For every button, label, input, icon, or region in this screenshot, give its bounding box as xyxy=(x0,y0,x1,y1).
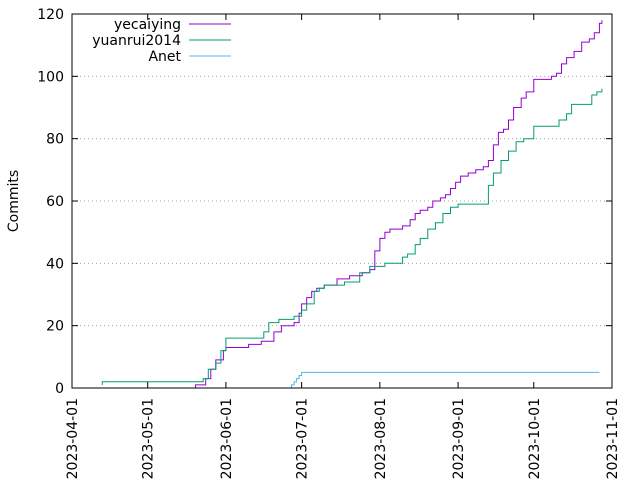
x-tick-label: 2023-10-01 xyxy=(527,398,543,479)
series-line-yuanrui2014 xyxy=(101,88,603,385)
x-tick-label: 2023-11-01 xyxy=(605,398,621,479)
legend-label: yecaiying xyxy=(114,17,181,33)
x-tick-label: 2023-09-01 xyxy=(451,398,467,479)
x-tick-label: 2023-04-01 xyxy=(65,398,81,479)
x-tick-label: 2023-08-01 xyxy=(373,398,389,479)
y-tick-label: 80 xyxy=(46,132,64,148)
legend-label: yuanrui2014 xyxy=(92,33,181,49)
legend-label: Anet xyxy=(148,49,181,65)
y-tick-label: 0 xyxy=(55,381,64,397)
y-tick-label: 100 xyxy=(37,69,64,85)
y-tick-label: 120 xyxy=(37,7,64,23)
x-tick-label: 2023-07-01 xyxy=(295,398,311,479)
series-line-Anet xyxy=(289,371,600,389)
x-axis: 2023-04-01 2023-05-01 2023-06-01 2023-07-01… xyxy=(65,14,621,479)
series-layer xyxy=(101,20,603,389)
y-axis: 0 20 40 60 80 100 120 xyxy=(37,7,612,397)
series-line-yecaiying xyxy=(119,20,603,389)
y-tick-label: 60 xyxy=(46,194,64,210)
x-tick-label: 2023-05-01 xyxy=(141,398,157,479)
y-tick-label: 20 xyxy=(46,319,64,335)
y-axis-title: Commits xyxy=(6,170,22,232)
x-tick-label: 2023-06-01 xyxy=(219,398,235,479)
y-tick-label: 40 xyxy=(46,256,64,272)
